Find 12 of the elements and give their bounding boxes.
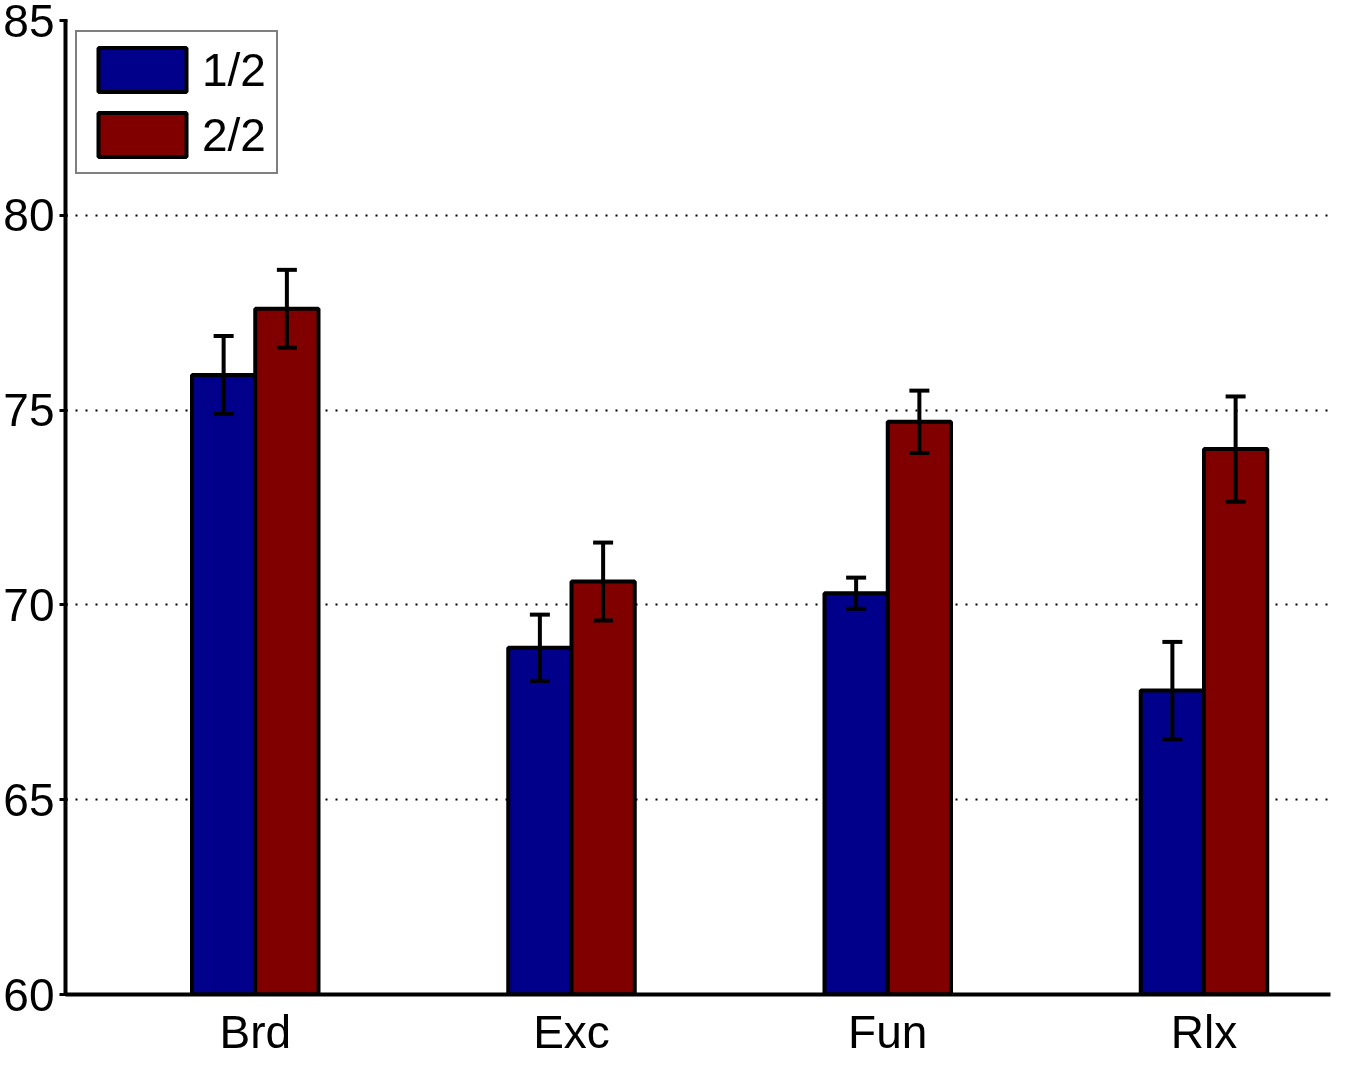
y-tick-label: 80 [3, 189, 55, 242]
x-tick-label: Rlx [1170, 1005, 1238, 1058]
y-tick-label: 60 [3, 968, 55, 1021]
y-tick-label: 70 [3, 578, 55, 631]
y-tick-label: 65 [3, 773, 55, 826]
x-tick-label: Exc [533, 1005, 610, 1058]
legend-label: 2/2 [202, 107, 266, 162]
x-tick-label: Fun [848, 1005, 928, 1058]
y-tick-label: 75 [3, 384, 55, 437]
legend-label: 1/2 [202, 42, 266, 97]
x-tick-label: Brd [219, 1005, 292, 1058]
y-tick-label: 85 [3, 0, 55, 47]
